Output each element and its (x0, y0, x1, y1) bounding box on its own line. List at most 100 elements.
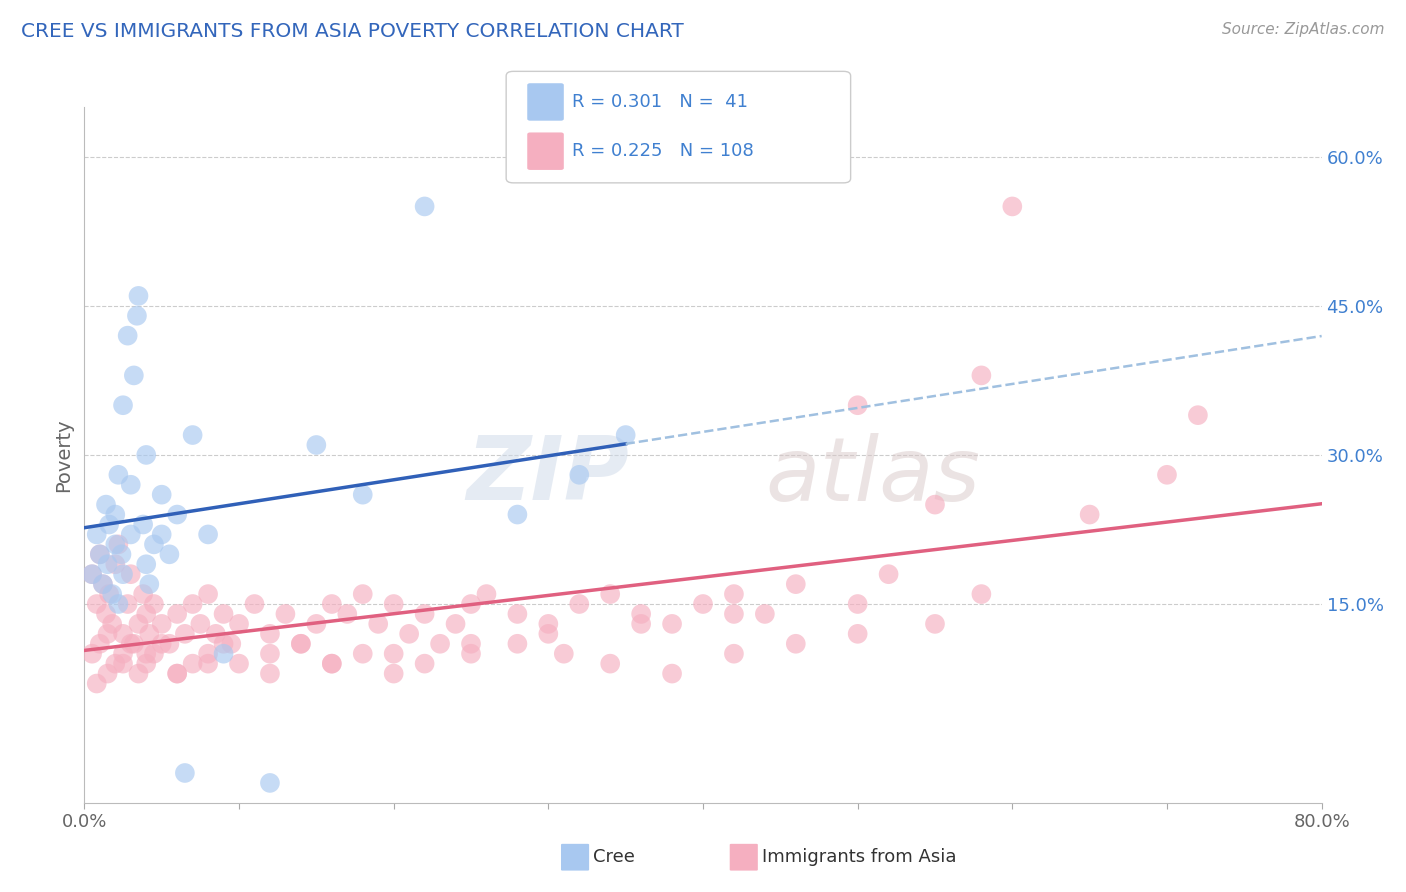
Point (970, 587, 993, 601)
Point (159, 637, 181, 651)
Point (924, 498, 946, 512)
Point (117, 328, 139, 343)
Point (212, 647, 235, 661)
Point (104, 508, 127, 522)
Point (166, 666, 188, 681)
Point (723, 647, 745, 661)
Point (181, 657, 204, 671)
Point (122, 368, 145, 383)
Point (475, 587, 498, 601)
Point (506, 508, 529, 522)
Point (723, 607, 745, 621)
Text: ZIP: ZIP (465, 433, 628, 519)
Point (150, 488, 173, 502)
Point (107, 467, 129, 482)
Point (382, 647, 405, 661)
Point (125, 309, 148, 323)
Point (98, 517, 121, 532)
Point (537, 616, 560, 631)
Point (101, 587, 124, 601)
Point (197, 657, 219, 671)
Point (197, 647, 219, 661)
Point (537, 627, 560, 641)
Point (150, 637, 173, 651)
Point (86, 527, 108, 541)
Point (568, 597, 591, 611)
Point (174, 766, 197, 780)
Point (228, 657, 250, 671)
Point (352, 647, 374, 661)
Y-axis label: Poverty: Poverty (55, 418, 73, 491)
Point (181, 597, 204, 611)
Point (128, 616, 150, 631)
Point (568, 467, 591, 482)
Point (352, 587, 374, 601)
Point (228, 616, 250, 631)
Point (104, 537, 127, 551)
Point (89, 547, 111, 561)
Point (135, 647, 157, 661)
Point (97, 558, 120, 572)
Text: atlas: atlas (765, 433, 980, 519)
Point (82, 567, 104, 582)
Point (82, 647, 104, 661)
Text: Source: ZipAtlas.com: Source: ZipAtlas.com (1222, 22, 1385, 37)
Point (97, 666, 120, 681)
Point (259, 627, 281, 641)
Point (305, 616, 328, 631)
Point (290, 637, 312, 651)
Point (413, 607, 436, 621)
Point (143, 537, 166, 551)
Point (143, 647, 166, 661)
Text: CREE VS IMMIGRANTS FROM ASIA POVERTY CORRELATION CHART: CREE VS IMMIGRANTS FROM ASIA POVERTY COR… (21, 22, 683, 41)
Point (112, 627, 135, 641)
Point (132, 517, 155, 532)
Point (1156, 467, 1178, 482)
Point (259, 647, 281, 661)
Point (135, 607, 157, 621)
Point (112, 567, 135, 582)
Point (1187, 408, 1209, 422)
Point (692, 597, 714, 611)
Point (259, 666, 281, 681)
Text: Cree: Cree (593, 848, 636, 866)
Point (91, 577, 114, 591)
Point (166, 666, 188, 681)
Point (132, 587, 155, 601)
Point (120, 477, 142, 491)
Point (877, 567, 900, 582)
Text: R = 0.301   N =  41: R = 0.301 N = 41 (572, 93, 748, 111)
Point (614, 428, 637, 442)
Point (382, 597, 405, 611)
Point (243, 597, 266, 611)
Point (150, 616, 173, 631)
Point (135, 657, 157, 671)
Point (98, 587, 121, 601)
Point (166, 508, 188, 522)
Point (150, 527, 173, 541)
Point (181, 428, 204, 442)
Point (259, 776, 281, 790)
Point (135, 558, 157, 572)
Point (101, 616, 124, 631)
Point (553, 647, 575, 661)
Point (630, 616, 652, 631)
Point (460, 637, 482, 651)
Point (846, 398, 869, 412)
Point (1078, 508, 1101, 522)
Point (321, 657, 343, 671)
Point (367, 616, 389, 631)
Point (107, 537, 129, 551)
Point (112, 657, 135, 671)
Point (205, 627, 228, 641)
Point (197, 587, 219, 601)
Point (290, 637, 312, 651)
Point (94, 607, 117, 621)
Point (212, 607, 235, 621)
Point (723, 587, 745, 601)
Point (122, 637, 145, 651)
Point (188, 616, 212, 631)
Point (460, 647, 482, 661)
Point (336, 607, 359, 621)
Point (506, 637, 529, 651)
